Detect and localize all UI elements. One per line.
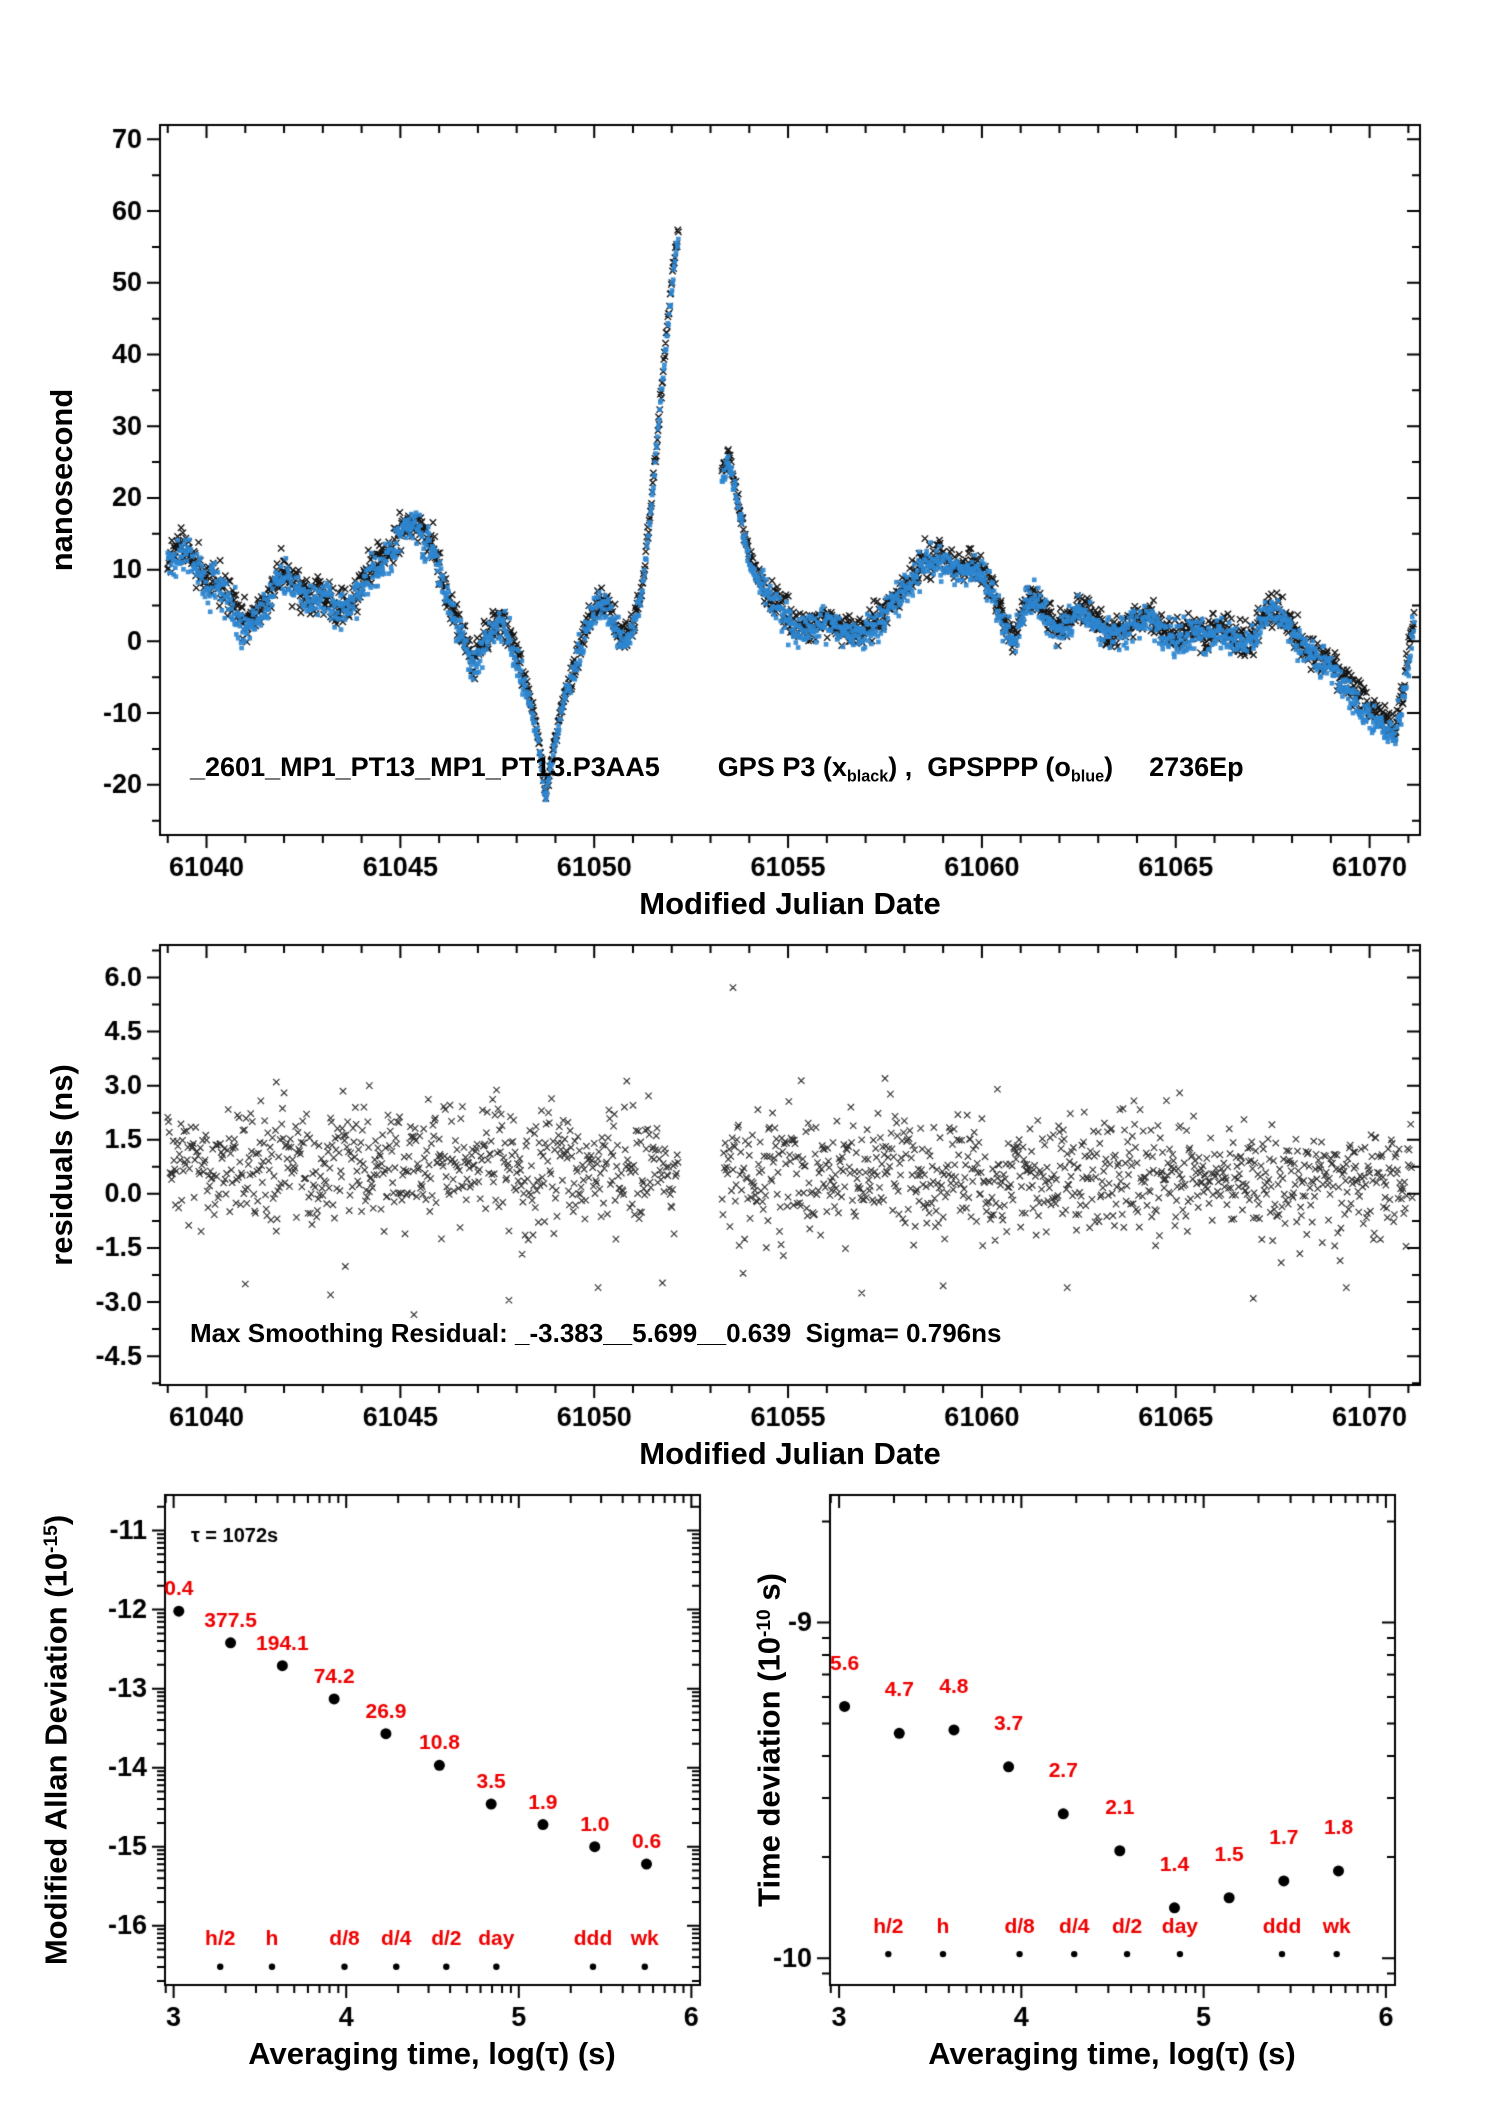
smoothing-residual-annotation: Max Smoothing Residual: _-3.383__5.699__… [190,1318,1002,1348]
mdev-label-exponent: -15 [41,1525,62,1553]
series-legend-close: ) [1104,752,1114,782]
dataset-id: _2601_MP1_PT13_MP1_PT13.P3AA5 [190,752,660,782]
axis-label-averaging-time-left: Averaging time, log(τ) (s) [248,2036,616,2071]
mdev-label-text: Modified Allan Deviation (10 [38,1552,74,1966]
mdev-label-close: ) [38,1514,74,1526]
series-legend-gps-sub: black [846,767,889,786]
series-legend-ppp-sub: blue [1070,767,1105,786]
axis-label-tdev: Time deviation (10-10 s) [747,1290,787,2105]
axis-label-mjd-top: Modified Julian Date [639,886,941,921]
series-legend-gps: GPS P3 (x [717,752,847,782]
axis-label-mdev: Modified Allan Deviation (10-15) [34,1290,74,2105]
axis-label-averaging-time-right: Averaging time, log(τ) (s) [928,2036,1296,2071]
series-legend-ppp: ) , GPSPPP (o [888,752,1071,782]
axis-label-mjd-bottom: Modified Julian Date [639,1436,941,1471]
epoch-count: 2736Ep [1149,752,1244,782]
tdev-label-exponent: -10 [754,1609,775,1638]
tdev-label-close: s) [751,1573,787,1610]
dataset-annotation: _2601_MP1_PT13_MP1_PT13.P3AA5 GPS P3 (xbl… [190,752,1244,787]
tdev-label-text: Time deviation (10 [751,1637,787,1907]
